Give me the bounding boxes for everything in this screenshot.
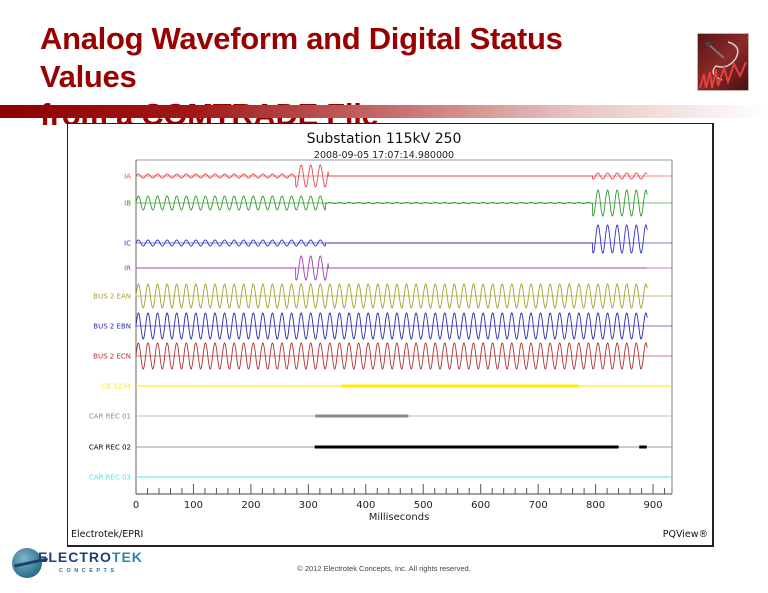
x-tick-label: 400 [356,500,375,511]
x-axis-label: Milliseconds [369,512,430,523]
x-tick-label: 0 [133,500,139,511]
title-divider-band [0,105,768,118]
x-tick-label: 500 [414,500,433,511]
channel-label: BUS 2 EAN [93,293,131,301]
chart-subtitle: 2008-09-05 17:07:14.980000 [313,150,455,161]
channel-label: IA [124,173,131,181]
channel-waveform [135,283,648,309]
electrotek-logo: ELECTROTEK CONCEPTS [12,546,142,582]
channel-label: CB 1234 [101,383,131,391]
channel-label: IB [124,200,131,208]
chart-credit-right: PQView® [662,529,708,540]
channel-label: IC [124,240,131,248]
channel-waveform [135,164,648,188]
channel-label: IR [124,265,131,273]
channel-waveform [136,255,647,281]
channel-label: BUS 2 ECN [93,353,131,361]
x-tick-label: 600 [471,500,490,511]
x-tick-label: 100 [184,500,203,511]
channel-waveform [135,342,648,370]
x-tick-label: 300 [299,500,318,511]
x-tick-label: 200 [241,500,260,511]
x-tick-label: 900 [644,500,663,511]
channel-waveform [135,312,648,340]
channel-label: CAR REC 01 [89,413,131,421]
copyright-text: © 2012 Electrotek Concepts, Inc. All rig… [297,564,471,573]
chart-title: Substation 115kV 250 [306,131,462,147]
channel-label: CAR REC 03 [89,474,131,482]
logo-subtitle: CONCEPTS [59,568,118,574]
channel-label: CAR REC 02 [89,444,131,452]
x-tick-label: 800 [586,500,605,511]
channel-waveform [135,224,648,254]
channel-waveform [135,189,648,217]
logo-name: ELECTROTEK [38,549,143,565]
x-tick-label: 700 [529,500,548,511]
channel-label: BUS 2 EBN [93,323,131,331]
lightning-logo-icon [697,33,749,91]
slide-title-line-1: Analog Waveform and Digital Status Value… [40,21,563,94]
chart-credit-left: Electrotek/EPRI [71,529,144,540]
